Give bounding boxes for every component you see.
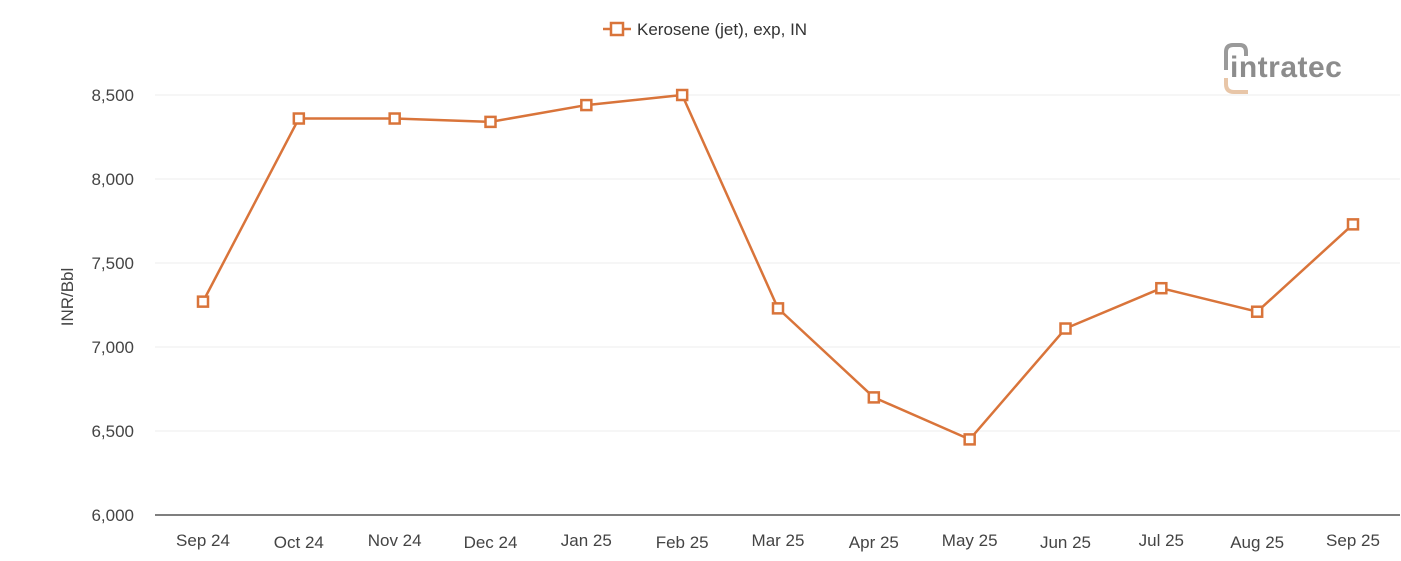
data-point-marker[interactable] <box>292 112 306 125</box>
y-tick-label: 6,500 <box>91 422 134 441</box>
x-tick-label: Nov 24 <box>368 531 422 550</box>
x-tick-label: Oct 24 <box>274 533 324 552</box>
gridlines <box>155 94 1400 432</box>
y-tick-label: 8,000 <box>91 170 134 189</box>
data-point-marker[interactable] <box>484 115 497 129</box>
x-tick-label: Jan 25 <box>561 531 612 550</box>
logo-text: intratec <box>1230 51 1342 84</box>
y-axis-ticks: 6,000 6,500 7,000 7,500 8,000 8,500 <box>91 86 134 525</box>
data-point-marker[interactable] <box>580 98 593 112</box>
data-point-marker[interactable] <box>388 112 401 125</box>
logo-accent-icon <box>1224 78 1248 94</box>
legend[interactable]: Kerosene (jet), exp, IN <box>603 20 807 39</box>
x-tick-label: Dec 24 <box>464 533 518 552</box>
data-point-marker[interactable] <box>867 391 881 404</box>
x-tick-label: May 25 <box>942 531 998 550</box>
logo-arc-icon <box>1224 43 1248 70</box>
x-tick-label: Aug 25 <box>1230 533 1284 552</box>
data-point-marker[interactable] <box>1059 322 1072 335</box>
x-tick-label: Jul 25 <box>1139 531 1184 550</box>
series-line <box>201 93 1354 441</box>
data-point-marker[interactable] <box>1250 305 1264 318</box>
y-tick-label: 7,000 <box>91 338 134 357</box>
x-tick-label: Sep 24 <box>176 531 230 550</box>
y-tick-label: 7,500 <box>91 254 134 273</box>
x-tick-label: Feb 25 <box>656 533 709 552</box>
x-tick-label: Jun 25 <box>1040 533 1091 552</box>
x-axis-ticks: Sep 24 Oct 24 Nov 24 Dec 24 Jan 25 Feb 25 Mar … <box>176 531 1380 552</box>
x-tick-label: Sep 25 <box>1326 531 1380 550</box>
data-point-marker[interactable] <box>196 295 210 308</box>
data-point-marker[interactable] <box>771 302 785 315</box>
legend-label: Kerosene (jet), exp, IN <box>637 20 807 39</box>
intratec-logo: intratec <box>1224 43 1342 94</box>
x-tick-label: Mar 25 <box>752 531 805 550</box>
y-axis-label: INR/Bbl <box>58 268 77 327</box>
data-point-marker[interactable] <box>675 88 689 102</box>
x-tick-label: Apr 25 <box>849 533 899 552</box>
y-tick-label: 6,000 <box>91 506 134 525</box>
data-point-marker[interactable] <box>963 433 976 446</box>
y-tick-label: 8,500 <box>91 86 134 105</box>
data-point-marker[interactable] <box>1155 281 1168 295</box>
series-kerosene-jet <box>196 88 1360 446</box>
legend-square-marker-icon <box>609 21 625 37</box>
data-point-marker[interactable] <box>1346 218 1360 231</box>
